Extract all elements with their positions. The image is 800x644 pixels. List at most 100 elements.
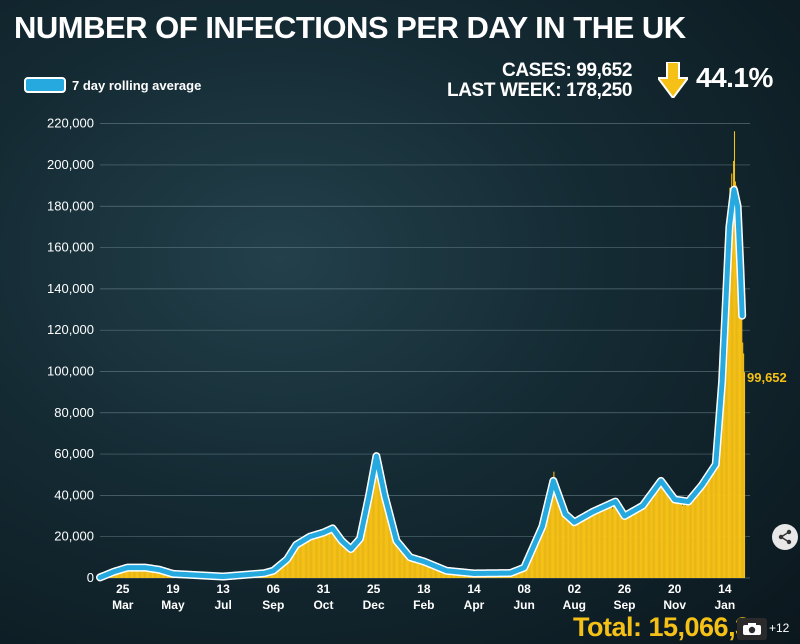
daily-bar	[686, 500, 688, 578]
daily-bar	[532, 549, 534, 578]
daily-bar	[439, 568, 441, 578]
daily-bar	[725, 294, 727, 578]
daily-bar	[712, 469, 715, 578]
y-tick-label: 60,000	[54, 446, 94, 461]
x-tick-day: 20	[668, 582, 682, 596]
daily-bar	[664, 491, 666, 578]
y-tick-label: 20,000	[54, 529, 94, 544]
daily-bar	[310, 538, 312, 578]
daily-bar	[525, 565, 527, 578]
daily-bar	[438, 566, 440, 578]
x-tick-month: Feb	[413, 598, 434, 612]
change-percent: 44.1%	[696, 62, 773, 93]
daily-bar	[597, 512, 599, 578]
daily-bar	[432, 564, 434, 578]
daily-bar	[716, 447, 718, 578]
daily-bar	[151, 568, 153, 578]
daily-bar	[530, 552, 532, 578]
daily-bar	[685, 502, 687, 578]
daily-bar	[366, 509, 368, 578]
legend: 7 day rolling average	[24, 77, 201, 93]
daily-bar	[720, 408, 722, 578]
daily-bar	[352, 545, 354, 578]
daily-bar	[370, 488, 372, 578]
daily-bar	[397, 541, 399, 578]
daily-bar	[329, 527, 331, 578]
daily-bar	[387, 508, 389, 578]
daily-bar	[692, 498, 694, 578]
daily-bar	[661, 488, 663, 578]
rolling-average-series	[97, 187, 745, 580]
daily-bar	[405, 550, 407, 578]
daily-bar	[642, 506, 644, 578]
daily-bar	[153, 568, 155, 578]
daily-bar	[435, 565, 437, 578]
daily-bar	[132, 568, 134, 578]
daily-bar	[437, 566, 439, 578]
x-tick-month: Apr	[464, 598, 485, 612]
daily-bar	[324, 531, 326, 578]
y-tick-label: 180,000	[47, 198, 94, 213]
daily-bar	[428, 562, 430, 578]
x-tick-day: 08	[517, 582, 531, 596]
y-tick-label: 40,000	[54, 487, 94, 502]
daily-bar	[307, 535, 310, 578]
daily-bar	[520, 568, 522, 578]
daily-bar	[600, 507, 602, 578]
daily-bar	[380, 486, 383, 578]
daily-bar	[732, 189, 734, 579]
daily-bar	[350, 550, 352, 578]
daily-bar	[319, 532, 321, 578]
daily-bar	[559, 496, 561, 578]
daily-bar	[290, 554, 292, 578]
daily-bar	[557, 488, 559, 578]
daily-bar	[734, 181, 736, 578]
daily-bar	[406, 553, 408, 578]
share-icon[interactable]	[772, 524, 798, 550]
daily-bar	[531, 552, 533, 578]
daily-bar	[723, 330, 725, 578]
daily-bar	[640, 508, 642, 578]
daily-bar	[588, 511, 590, 578]
camera-icon[interactable]	[737, 618, 767, 640]
daily-bar	[303, 542, 305, 578]
daily-bar	[608, 505, 610, 578]
daily-bar	[695, 493, 697, 578]
daily-bar	[619, 505, 621, 578]
daily-bar	[314, 535, 316, 578]
daily-bar	[638, 507, 640, 578]
daily-bar	[594, 513, 596, 578]
daily-bar	[602, 508, 604, 578]
daily-bar	[583, 516, 585, 578]
daily-bar	[417, 559, 419, 578]
daily-bar	[682, 502, 684, 578]
daily-bar	[538, 532, 540, 578]
daily-bar	[343, 543, 345, 578]
daily-bar	[298, 543, 300, 578]
daily-bar	[555, 480, 557, 578]
x-tick-month: Mar	[112, 598, 134, 612]
daily-bar	[341, 541, 343, 578]
daily-bar	[650, 493, 653, 578]
daily-bar	[434, 565, 436, 578]
daily-bar	[309, 535, 311, 578]
daily-bar	[134, 567, 136, 578]
daily-bar	[277, 566, 279, 578]
daily-bar	[739, 252, 741, 578]
daily-bar	[304, 540, 306, 578]
daily-bar	[569, 519, 571, 578]
last-value-label: 99,652	[747, 370, 787, 385]
daily-bar	[374, 467, 376, 578]
daily-bar	[411, 558, 413, 578]
daily-bar	[148, 568, 150, 578]
daily-bar	[712, 475, 714, 578]
daily-bar	[680, 502, 682, 578]
x-tick-month: May	[161, 598, 185, 612]
daily-bar	[396, 541, 398, 578]
daily-bar	[354, 544, 356, 578]
daily-bar	[141, 567, 144, 578]
daily-bar	[722, 391, 724, 578]
daily-bar	[650, 498, 652, 578]
daily-bar	[425, 561, 427, 578]
daily-bar	[588, 514, 590, 578]
